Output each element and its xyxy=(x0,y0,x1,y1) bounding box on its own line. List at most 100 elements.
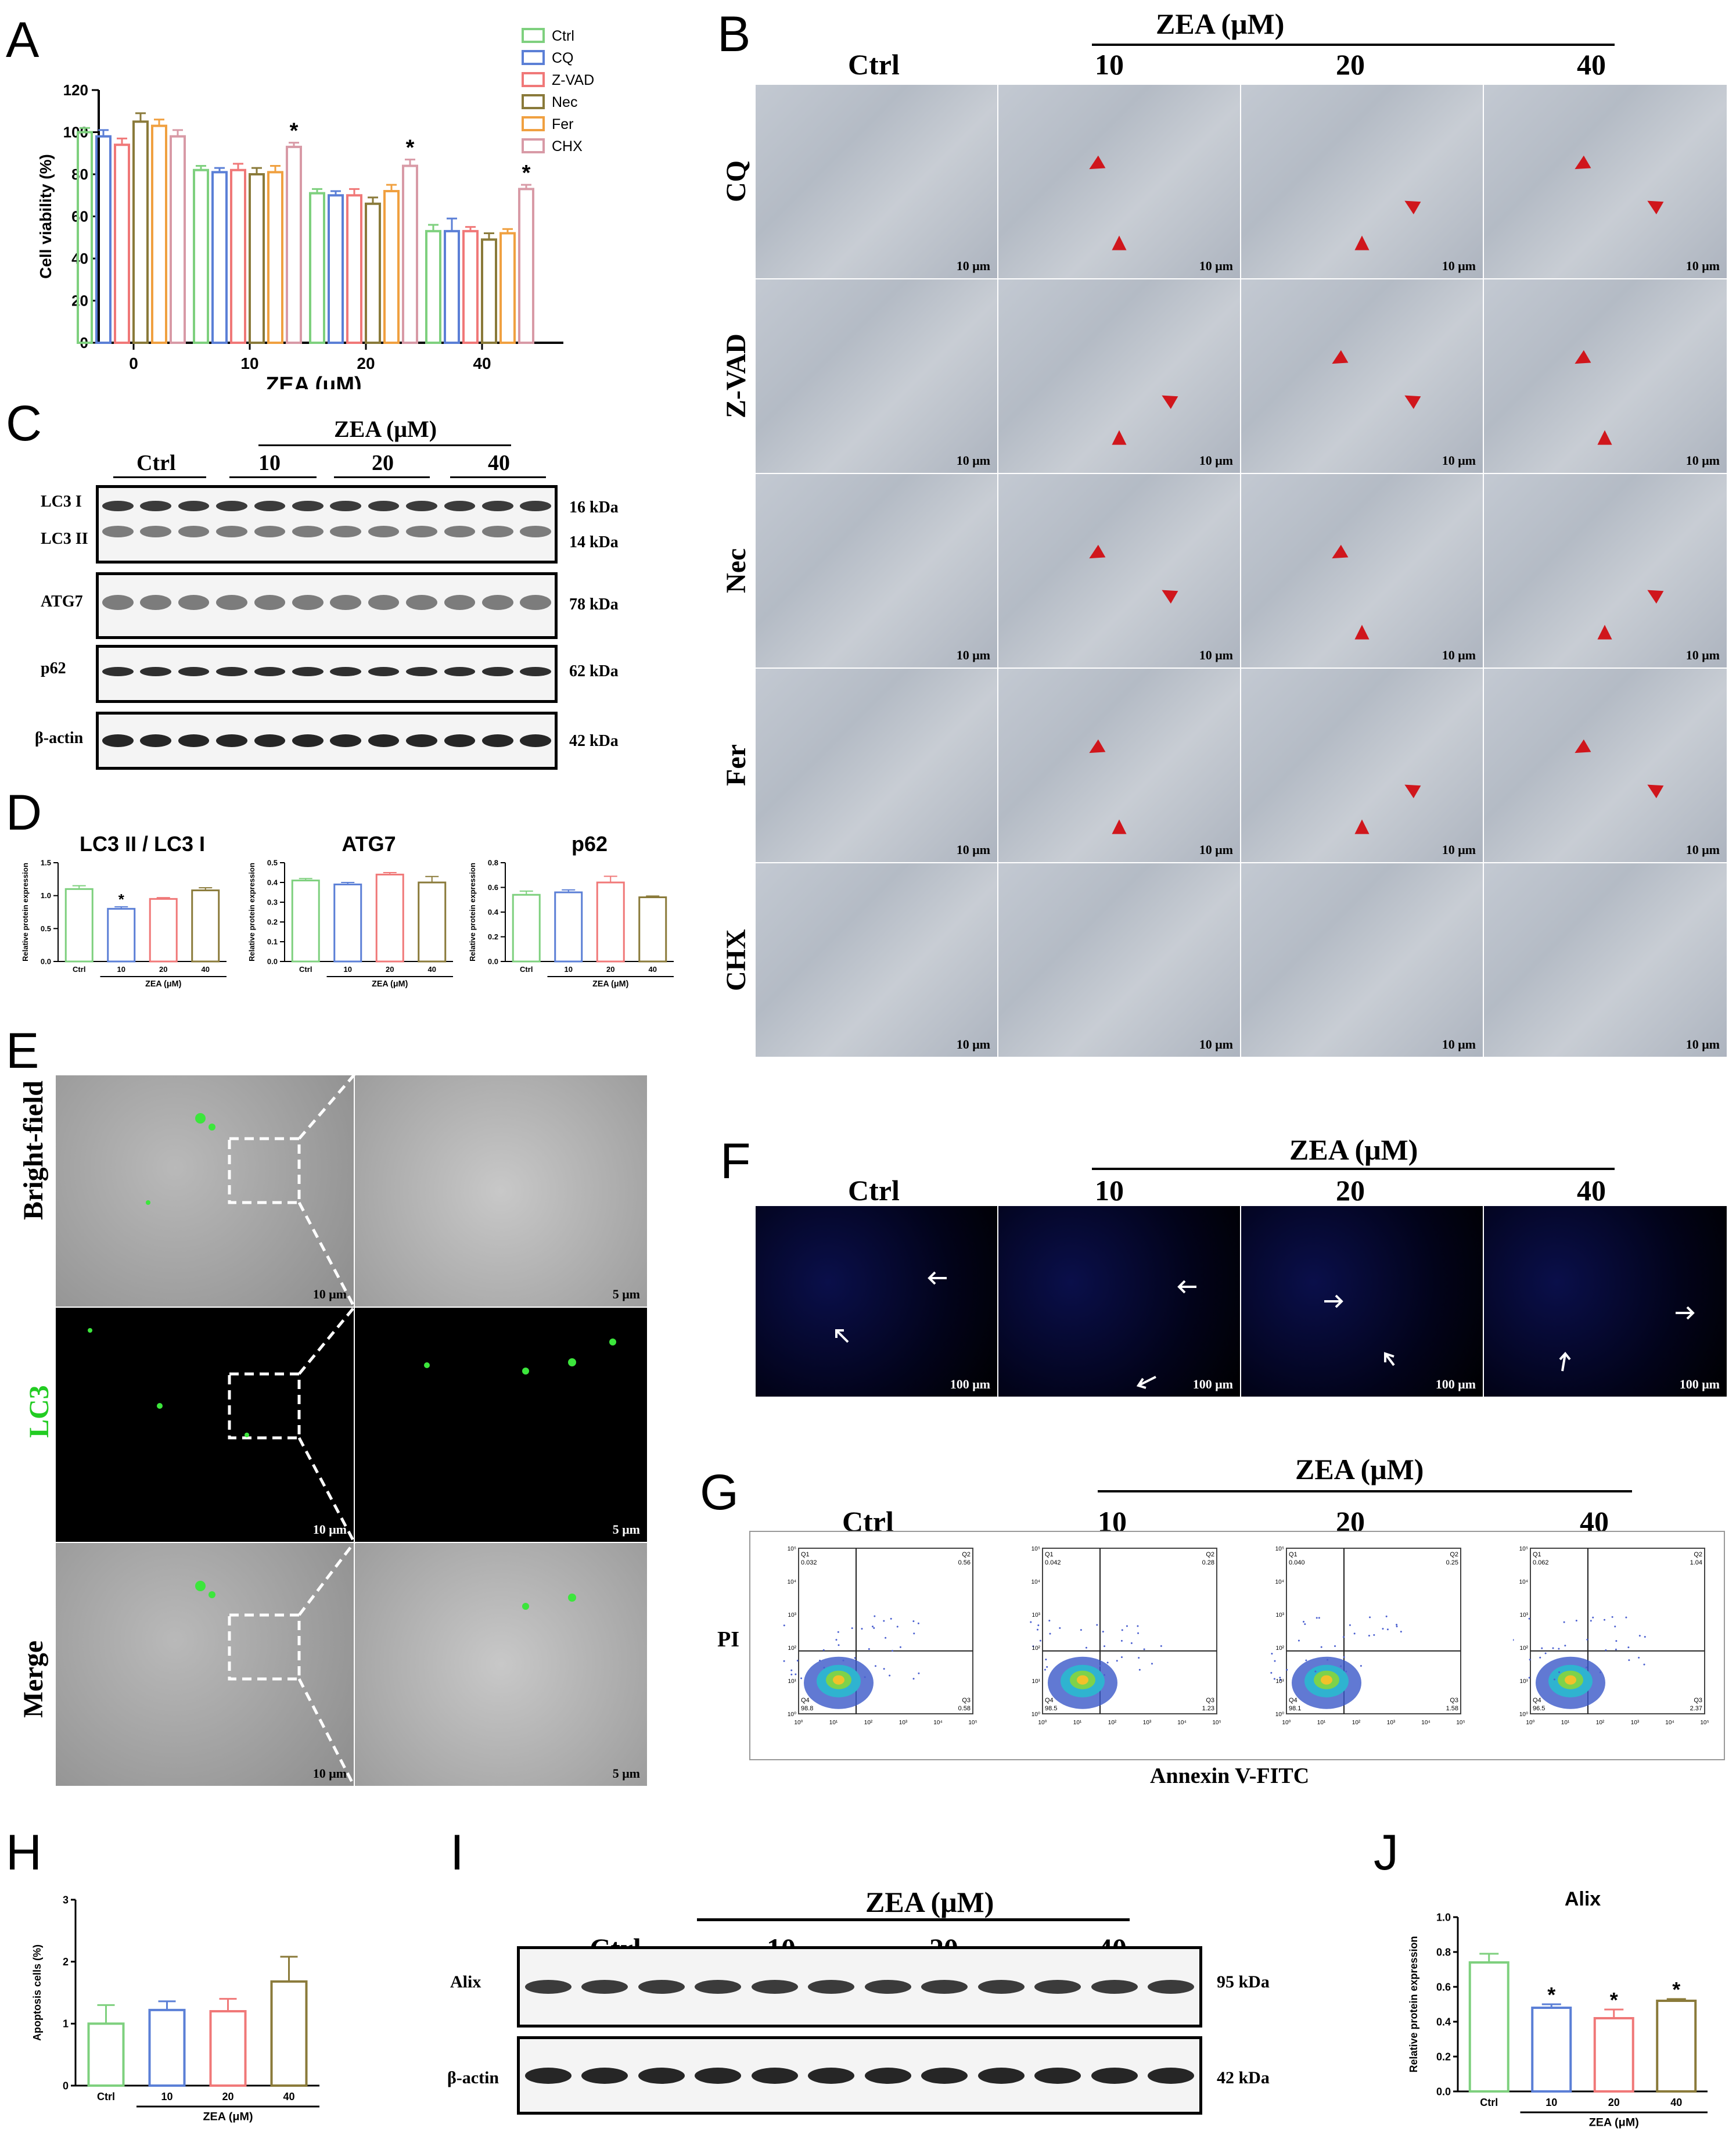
x-tick-label: Ctrl xyxy=(520,965,533,974)
q1-value: 0.062 xyxy=(1533,1559,1549,1566)
panel-letter-h: H xyxy=(6,1825,42,1881)
b-row-label: CHX xyxy=(721,929,752,991)
x-tick-label: 10⁰ xyxy=(1282,1720,1291,1726)
a-bar xyxy=(249,173,265,344)
x-tick-label: 20 xyxy=(606,965,614,974)
c-kda-62: 62 kDa xyxy=(569,662,619,680)
y-tick-label: 10¹ xyxy=(1520,1678,1529,1685)
b-micrograph: 10 μm xyxy=(755,84,998,279)
q2-name: Q2 xyxy=(1450,1551,1458,1558)
y-tick-label: 10⁵ xyxy=(1275,1546,1284,1552)
f-col-ctrl: Ctrl xyxy=(848,1174,900,1207)
f-col-20: 20 xyxy=(1336,1174,1365,1207)
blot-band xyxy=(406,666,437,676)
b-micrograph: 10 μm xyxy=(755,279,998,473)
red-arrow-icon: ◄ xyxy=(1636,186,1671,222)
a-legend-label: Ctrl xyxy=(552,28,574,44)
a-legend-label: Z-VAD xyxy=(552,72,594,88)
q1-value: 0.040 xyxy=(1289,1559,1305,1566)
q4-value: 98.1 xyxy=(1289,1705,1301,1712)
x-tick-label: 10² xyxy=(1596,1720,1605,1726)
c-row-lc3ii: LC3 II xyxy=(41,530,88,548)
blot-p62 xyxy=(96,645,558,703)
c-zea-header: ZEA (μM) xyxy=(334,416,437,442)
y-tick-label: 0.5 xyxy=(41,924,51,933)
blot-band xyxy=(638,1980,685,1994)
q2-name: Q2 xyxy=(1206,1551,1214,1558)
blot-band xyxy=(1034,1980,1081,1994)
q2-name: Q2 xyxy=(1694,1551,1702,1558)
blot-band xyxy=(216,501,247,512)
red-arrow-icon: ◄ xyxy=(1106,814,1133,839)
x-tick-label: 10¹ xyxy=(1073,1720,1082,1726)
bar xyxy=(418,881,447,963)
blot-band xyxy=(751,2067,798,2084)
sig-star: * xyxy=(118,891,125,908)
y-tick-label: 10² xyxy=(788,1645,797,1652)
f-arrows xyxy=(835,1271,1695,1389)
blot-band xyxy=(921,1980,968,1994)
y-tick-label: 10² xyxy=(1276,1645,1285,1652)
blot-band xyxy=(330,526,362,537)
blot-band xyxy=(140,526,171,537)
blot-band xyxy=(482,666,513,676)
q3-value: 1.58 xyxy=(1446,1705,1458,1712)
a-sig-star: * xyxy=(406,136,415,160)
b-micrograph: 10 μm xyxy=(1241,863,1483,1057)
b-micrograph: 10 μm ◄ ◄ xyxy=(998,84,1241,279)
i-zea-header: ZEA (μM) xyxy=(865,1886,994,1918)
x-tick-label: 10³ xyxy=(1143,1720,1152,1726)
g-ylabel: PI xyxy=(717,1627,739,1652)
a-legend-swatch xyxy=(522,28,545,43)
c-kda-16: 16 kDa xyxy=(569,498,619,516)
blot-band xyxy=(140,666,171,676)
y-tick-label: 10⁵ xyxy=(1031,1546,1040,1552)
c-row-bactin: β-actin xyxy=(35,729,84,747)
x-tick-label: 10⁵ xyxy=(1456,1720,1465,1726)
blot-band xyxy=(1148,2067,1195,2084)
y-tick-label: 10⁴ xyxy=(1519,1579,1528,1585)
q4-name: Q4 xyxy=(801,1697,810,1704)
y-label: Relative protein expression xyxy=(247,863,256,961)
blot-band xyxy=(581,1980,628,1994)
q1-value: 0.032 xyxy=(801,1559,817,1566)
red-arrow-icon: ◄ xyxy=(1151,381,1185,417)
col-header-20: 20 xyxy=(1336,48,1365,81)
y-tick-label: 10⁵ xyxy=(788,1546,796,1552)
chart-d-p62: p62 0.0 0.2 0.4 0.6 0.8 Relative protein expre… xyxy=(468,832,674,989)
a-legend-label: CHX xyxy=(552,138,583,155)
x-tick-label: 10⁴ xyxy=(1665,1720,1674,1726)
flow-density xyxy=(1513,1616,1646,1709)
blot-band xyxy=(1091,1980,1138,1994)
f-image-10: 100 μm xyxy=(998,1205,1241,1397)
a-y-tick-label: 80 xyxy=(71,166,88,183)
q3-name: Q3 xyxy=(1694,1697,1702,1704)
g-col-10: 10 xyxy=(1098,1505,1127,1538)
x-tick-label: 40 xyxy=(428,965,436,974)
y-tick-label: 0.0 xyxy=(41,957,51,966)
blot-band xyxy=(444,734,476,747)
bar xyxy=(554,891,583,963)
a-bar xyxy=(444,229,460,344)
y-tick-label: 10² xyxy=(1520,1645,1529,1652)
x-tick-label: 10² xyxy=(864,1720,873,1726)
chart-h-apoptosis: 0 1 2 3 Apoptosis cells (%) Ctrl 10 20 40 ZEA (μM… xyxy=(31,1894,319,2123)
bar xyxy=(1531,2007,1572,2093)
q1-name: Q1 xyxy=(1289,1551,1297,1558)
bar xyxy=(375,873,404,963)
red-arrow-icon: ◄ xyxy=(1078,731,1113,767)
blot-band xyxy=(444,526,476,537)
blot-band xyxy=(368,526,400,537)
b-micrograph: 10 μm ◄ ◄ xyxy=(1241,279,1483,473)
x-tick-label: 10³ xyxy=(1387,1720,1396,1726)
q4-name: Q4 xyxy=(1533,1697,1541,1704)
y-tick-label: 0.6 xyxy=(488,883,498,892)
red-arrow-icon: ◄ xyxy=(1151,575,1185,611)
x-tick-label: Ctrl xyxy=(299,965,312,974)
y-tick-label: 10³ xyxy=(1032,1612,1041,1619)
b-micrograph: 10 μm xyxy=(755,668,998,863)
bar xyxy=(149,898,178,963)
blot-band xyxy=(254,526,286,537)
e-zoom-boxes xyxy=(88,1075,616,1786)
